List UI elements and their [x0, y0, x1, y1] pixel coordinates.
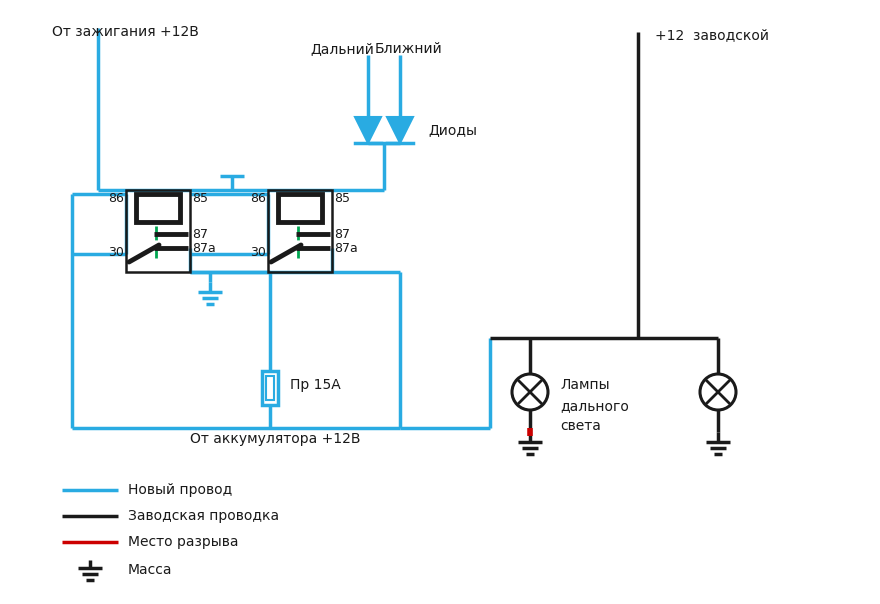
- Text: 86: 86: [108, 192, 124, 205]
- Polygon shape: [387, 117, 413, 143]
- Text: Заводская проводка: Заводская проводка: [128, 509, 279, 523]
- Text: +12  заводской: +12 заводской: [655, 28, 769, 42]
- Polygon shape: [355, 117, 381, 143]
- Text: 30: 30: [108, 246, 124, 259]
- Text: Новый провод: Новый провод: [128, 483, 232, 497]
- Text: Пр 15А: Пр 15А: [290, 378, 341, 392]
- Text: 85: 85: [192, 192, 208, 205]
- Text: 85: 85: [334, 192, 350, 205]
- Text: Лампы
дального
света: Лампы дального света: [560, 378, 629, 433]
- Text: Дальний: Дальний: [310, 42, 374, 56]
- Bar: [268, 190, 332, 272]
- Text: 87: 87: [192, 228, 208, 241]
- Text: 30: 30: [250, 246, 266, 259]
- Text: 87: 87: [334, 228, 350, 241]
- Text: 87a: 87a: [334, 242, 358, 255]
- Bar: [126, 190, 190, 272]
- Text: От зажигания +12В: От зажигания +12В: [52, 25, 199, 39]
- Bar: [278, 194, 322, 222]
- Text: Масса: Масса: [128, 563, 172, 577]
- Bar: [266, 376, 274, 400]
- Bar: [262, 371, 278, 405]
- Text: Диоды: Диоды: [428, 123, 477, 137]
- Bar: [136, 194, 180, 222]
- Text: Ближний: Ближний: [374, 42, 442, 56]
- Text: 86: 86: [250, 192, 266, 205]
- Text: Место разрыва: Место разрыва: [128, 535, 238, 549]
- Text: От аккумулятора +12В: От аккумулятора +12В: [190, 432, 361, 446]
- Text: 87a: 87a: [192, 242, 216, 255]
